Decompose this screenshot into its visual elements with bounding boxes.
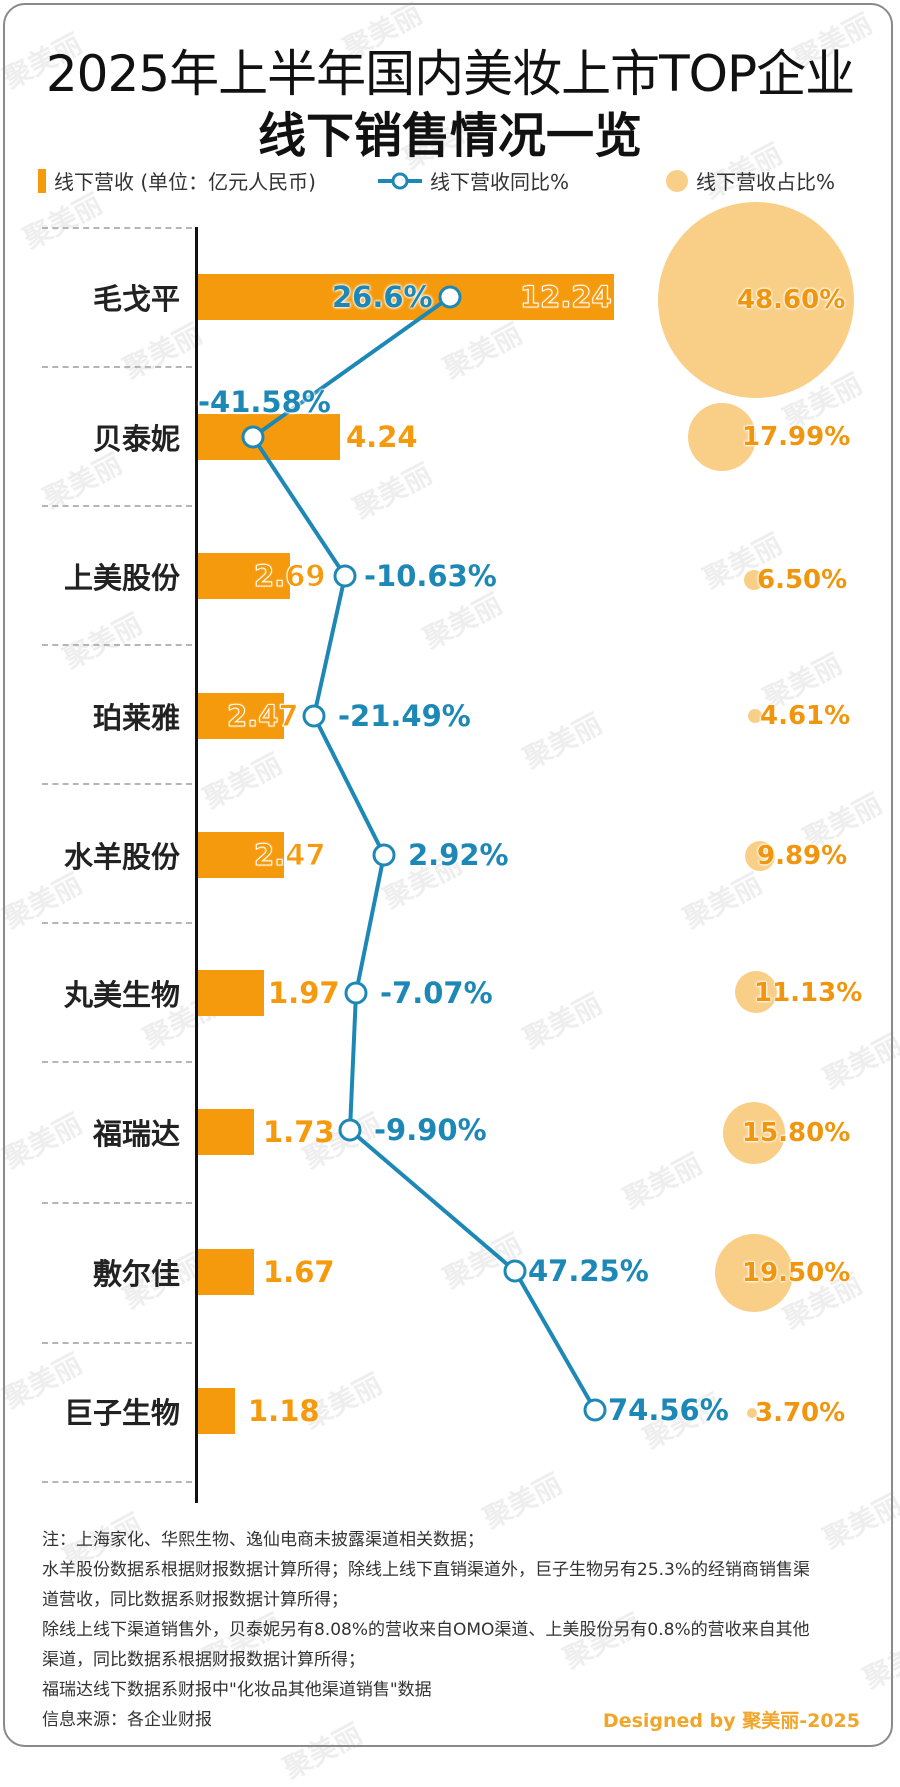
revenue-value: 2.47 (227, 699, 300, 734)
company-label: 丸美生物 (63, 978, 180, 1012)
revenue-bar (198, 1388, 235, 1434)
row-separator (42, 505, 192, 507)
share-bubble (735, 971, 777, 1013)
revenue-bar (198, 1109, 254, 1155)
share-value: 9.89% (757, 841, 848, 871)
yoy-value: 2.92% (408, 838, 509, 872)
revenue-value: 2.69 (254, 559, 327, 594)
share-value: 48.60% (737, 285, 846, 315)
company-label: 上美股份 (63, 561, 180, 595)
company-label: 珀莱雅 (92, 701, 180, 735)
share-value: 19.50% (742, 1258, 851, 1288)
share-bubble (747, 1408, 757, 1418)
revenue-value: 4.24 (346, 420, 418, 454)
share-bubble (744, 570, 764, 590)
designer-credit: Designed by 聚美丽-2025 (602, 1710, 860, 1732)
yoy-value: -9.90% (374, 1113, 487, 1147)
share-bubble (715, 1234, 793, 1312)
company-label: 巨子生物 (63, 1396, 180, 1430)
row-separator (42, 1342, 192, 1344)
legend-share: 线下营收占比% (666, 166, 835, 195)
row-separator (42, 1061, 192, 1063)
row-separator (42, 366, 192, 368)
revenue-bar (198, 1249, 254, 1295)
row-separator (42, 644, 192, 646)
revenue-value: 1.18 (248, 1394, 320, 1428)
share-bubble (658, 202, 854, 398)
share-value: 17.99% (742, 422, 851, 452)
yoy-value: 26.6% (332, 280, 433, 314)
share-bubble (748, 709, 762, 723)
share-value: 3.70% (755, 1398, 846, 1428)
legend-yoy: 线下营收同比% (378, 166, 569, 195)
note-line: 信息来源：各企业财报 (42, 1710, 212, 1730)
revenue-bar (198, 970, 264, 1016)
row-separator (42, 783, 192, 785)
note-line: 渠道，同比数据系根据财报数据计算所得； (42, 1650, 365, 1670)
note-line: 道营收，同比数据系财报数据计算所得； (42, 1590, 348, 1610)
line-marker-icon (378, 172, 422, 189)
row-separator (42, 1481, 192, 1483)
legend-yoy-label: 线下营收同比% (430, 170, 570, 194)
revenue-bar (198, 274, 614, 320)
yoy-value: -21.49% (338, 699, 471, 733)
share-bubble (745, 841, 775, 871)
note-line: 注：上海家化、华熙生物、逸仙电商未披露渠道相关数据； (42, 1530, 484, 1550)
yoy-value: -7.07% (380, 976, 493, 1010)
y-axis (195, 227, 198, 1503)
bubble-swatch-icon (666, 169, 688, 192)
revenue-value: 1.97 (268, 976, 340, 1010)
row-separator (42, 922, 192, 924)
note-line: 福瑞达线下数据系财报中"化妆品其他渠道销售"数据 (42, 1680, 432, 1700)
revenue-value: 2.47 (254, 838, 327, 873)
note-line: 水羊股份数据系根据财报数据计算所得；除线上线下直销渠道外，巨子生物另有25.3%… (42, 1560, 811, 1580)
share-value: 4.61% (760, 701, 851, 731)
revenue-value: 1.73 (263, 1115, 335, 1149)
revenue-bar (198, 414, 340, 460)
row-separator (42, 1202, 192, 1204)
share-bubble (688, 403, 756, 471)
company-label: 福瑞达 (92, 1117, 180, 1151)
share-value: 6.50% (757, 565, 848, 595)
legend: 线下营收 (单位：亿元人民币) 线下营收同比% 线下营收占比% (38, 166, 868, 196)
title-line-1: 2025年上半年国内美妆上市TOP企业 (45, 45, 855, 103)
company-label: 贝泰妮 (92, 422, 180, 456)
note-line: 除线上线下渠道销售外，贝泰妮另有8.08%的营收来自OMO渠道、上美股份另有0.… (42, 1620, 810, 1640)
bar-swatch-icon (38, 168, 46, 193)
company-label: 敷尔佳 (92, 1257, 180, 1291)
yoy-value: 74.56% (608, 1393, 729, 1427)
company-label: 毛戈平 (92, 282, 180, 316)
revenue-bar (198, 553, 290, 599)
row-separator (42, 227, 192, 229)
share-value: 15.80% (742, 1118, 851, 1148)
footnotes: 注：上海家化、华熙生物、逸仙电商未披露渠道相关数据； 水羊股份数据系根据财报数据… (42, 1525, 862, 1735)
legend-share-label: 线下营收占比% (696, 170, 836, 194)
share-bubble (723, 1102, 785, 1164)
share-value: 11.13% (754, 978, 863, 1008)
revenue-value: 1.67 (263, 1255, 335, 1289)
yoy-value: -41.58% (198, 385, 331, 419)
revenue-bar (198, 693, 284, 739)
company-label: 水羊股份 (63, 840, 180, 874)
yoy-value: 47.25% (528, 1254, 649, 1288)
yoy-value: -10.63% (364, 559, 497, 593)
legend-revenue: 线下营收 (单位：亿元人民币) (38, 166, 316, 195)
legend-revenue-label: 线下营收 (单位：亿元人民币) (54, 170, 316, 194)
title-line-2: 线下销售情况一览 (257, 108, 642, 164)
revenue-value: 12.24 (520, 280, 613, 315)
revenue-bar (198, 832, 284, 878)
